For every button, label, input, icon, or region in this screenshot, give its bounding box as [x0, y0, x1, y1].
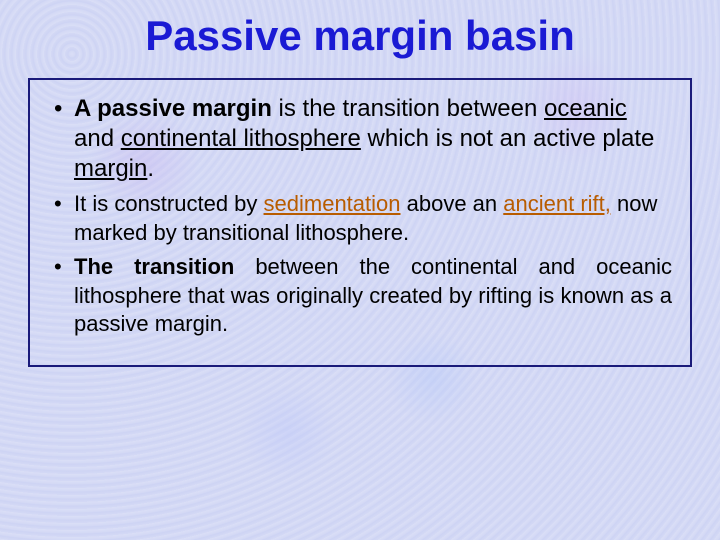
slide-title: Passive margin basin — [28, 12, 692, 60]
bullet-1-underline-oceanic: oceanic — [544, 95, 627, 122]
bullet-3: The transition between the continental a… — [48, 253, 672, 339]
bullet-1-text-b: and — [74, 125, 121, 152]
content-box: A passive margin is the transition betwe… — [28, 78, 692, 367]
bullet-1: A passive margin is the transition betwe… — [48, 94, 672, 184]
bullet-1-text-c: which is not an active plate — [361, 125, 655, 152]
bullet-1-bold: A passive margin — [74, 95, 272, 122]
bullet-2: It is constructed by sedimentation above… — [48, 190, 672, 247]
bullet-3-bold: The transition — [74, 254, 234, 279]
bullet-2-link-sedimentation: sedimentation — [264, 191, 401, 216]
bullet-2-link-ancient-rift: ancient rift, — [503, 191, 611, 216]
bullet-1-text-d: . — [147, 155, 154, 182]
slide: Passive margin basin A passive margin is… — [0, 0, 720, 540]
bullet-1-underline-continental: continental lithosphere — [121, 125, 361, 152]
bullet-1-underline-margin: margin — [74, 155, 147, 182]
bullet-1-text-a: is the transition between — [272, 95, 544, 122]
bullet-list: A passive margin is the transition betwe… — [48, 94, 672, 339]
bullet-2-text-b: above an — [401, 191, 504, 216]
bullet-2-text-a: It is constructed by — [74, 191, 264, 216]
